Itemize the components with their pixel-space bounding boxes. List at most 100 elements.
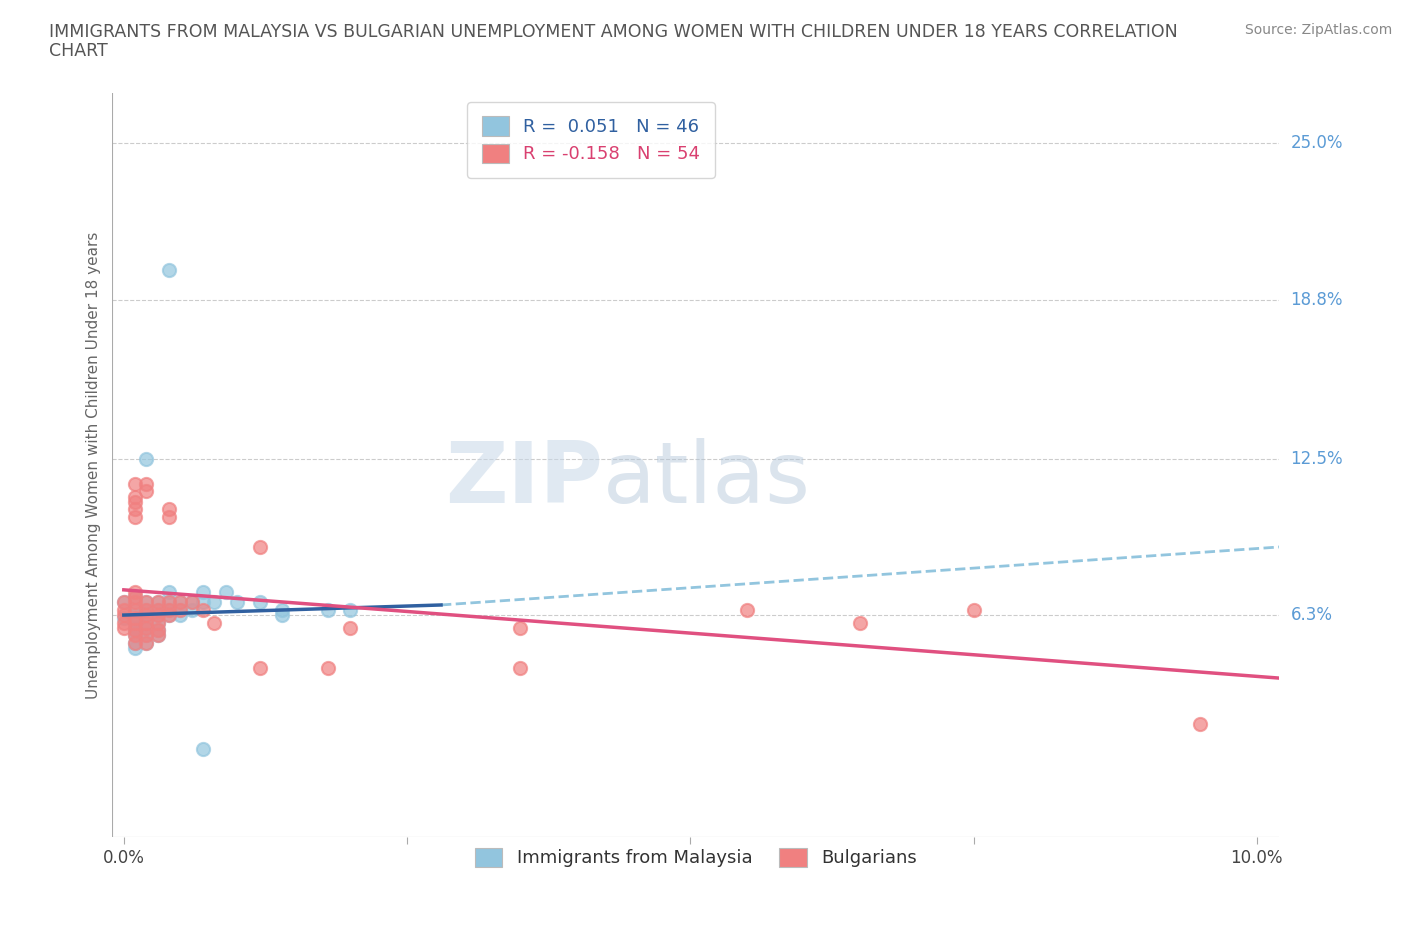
Point <box>146 595 169 610</box>
Point <box>146 623 169 638</box>
Point <box>135 615 157 630</box>
Text: atlas: atlas <box>603 438 811 522</box>
Text: Source: ZipAtlas.com: Source: ZipAtlas.com <box>1244 23 1392 37</box>
Point <box>124 628 146 643</box>
Point <box>124 613 146 628</box>
Point <box>135 635 157 650</box>
Point <box>146 595 169 610</box>
Point <box>316 660 339 675</box>
Point <box>226 595 249 610</box>
Point <box>849 615 872 630</box>
Point <box>124 623 146 638</box>
Point <box>157 585 180 600</box>
Point <box>124 476 146 491</box>
Point <box>157 262 180 277</box>
Point <box>135 607 157 622</box>
Point <box>112 595 135 610</box>
Point <box>124 635 146 650</box>
Point <box>112 620 135 635</box>
Point <box>124 590 146 604</box>
Text: 6.3%: 6.3% <box>1291 606 1333 624</box>
Point <box>124 603 146 618</box>
Point <box>124 641 146 656</box>
Point <box>135 595 157 610</box>
Point <box>146 607 169 622</box>
Point <box>124 623 146 638</box>
Point <box>157 603 180 618</box>
Point <box>124 585 146 600</box>
Point <box>135 628 157 643</box>
Point <box>204 595 226 610</box>
Point <box>135 620 157 635</box>
Point <box>135 451 157 466</box>
Point <box>180 595 202 610</box>
Point <box>112 610 135 625</box>
Point <box>124 615 146 630</box>
Point <box>124 510 146 525</box>
Point <box>124 595 146 610</box>
Point <box>135 603 157 618</box>
Point <box>157 510 180 525</box>
Point <box>112 615 135 630</box>
Point <box>169 603 191 618</box>
Point <box>146 628 169 643</box>
Point <box>135 595 157 610</box>
Point <box>316 603 339 618</box>
Point <box>191 603 214 618</box>
Point <box>135 476 157 491</box>
Point <box>135 615 157 630</box>
Text: 25.0%: 25.0% <box>1291 135 1343 153</box>
Point <box>157 607 180 622</box>
Y-axis label: Unemployment Among Women with Children Under 18 years: Unemployment Among Women with Children U… <box>86 232 101 698</box>
Point <box>135 484 157 498</box>
Point <box>249 539 271 554</box>
Point <box>169 595 191 610</box>
Point <box>124 607 146 622</box>
Point <box>271 603 294 618</box>
Point <box>157 595 180 610</box>
Point <box>146 628 169 643</box>
Point <box>157 603 180 618</box>
Text: IMMIGRANTS FROM MALAYSIA VS BULGARIAN UNEMPLOYMENT AMONG WOMEN WITH CHILDREN UND: IMMIGRANTS FROM MALAYSIA VS BULGARIAN UN… <box>49 23 1178 41</box>
Point <box>146 615 169 630</box>
Point <box>339 603 361 618</box>
Point <box>124 489 146 504</box>
Point <box>249 595 271 610</box>
Point <box>271 607 294 622</box>
Point <box>135 628 157 643</box>
Point <box>509 660 531 675</box>
Point <box>180 595 202 610</box>
Point <box>146 607 169 622</box>
Point <box>112 595 135 610</box>
Point <box>1189 716 1212 731</box>
Point <box>339 620 361 635</box>
Point <box>169 607 191 622</box>
Point <box>112 603 135 618</box>
Point <box>124 620 146 635</box>
Point <box>169 603 191 618</box>
Point <box>135 635 157 650</box>
Point <box>135 607 157 622</box>
Point <box>735 603 758 618</box>
Text: CHART: CHART <box>49 42 108 60</box>
Point <box>169 595 191 610</box>
Point <box>146 623 169 638</box>
Point <box>204 615 226 630</box>
Point <box>509 620 531 635</box>
Point <box>146 615 169 630</box>
Point <box>191 741 214 756</box>
Point <box>124 635 146 650</box>
Point <box>191 595 214 610</box>
Point <box>135 620 157 635</box>
Point <box>157 501 180 516</box>
Point <box>180 603 202 618</box>
Point <box>112 607 135 622</box>
Point <box>249 660 271 675</box>
Point <box>124 590 146 604</box>
Point <box>157 607 180 622</box>
Text: ZIP: ZIP <box>444 438 603 522</box>
Point <box>124 494 146 509</box>
Point <box>146 603 169 618</box>
Point <box>124 628 146 643</box>
Text: 18.8%: 18.8% <box>1291 291 1343 309</box>
